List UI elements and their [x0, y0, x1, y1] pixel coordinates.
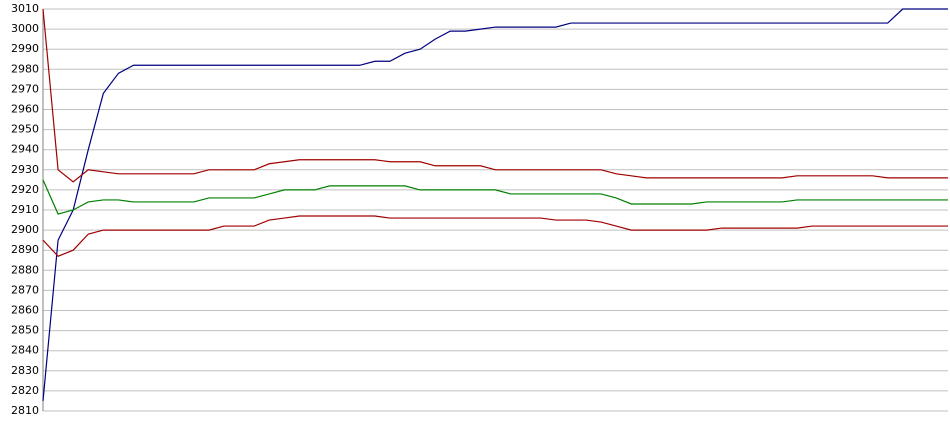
y-tick-label: 2920	[11, 183, 39, 196]
y-tick-label: 2910	[11, 203, 39, 216]
y-tick-label: 2930	[11, 163, 39, 176]
y-tick-label: 2840	[11, 344, 39, 357]
y-tick-label: 2860	[11, 304, 39, 317]
y-tick-label: 2990	[11, 42, 39, 55]
series-line	[42, 8, 948, 402]
y-tick-label: 2810	[11, 404, 39, 417]
y-tick-label: 3000	[11, 22, 39, 35]
y-tick-label: 2980	[11, 62, 39, 75]
y-tick-label: 2960	[11, 103, 39, 116]
y-tick-label: 2870	[11, 283, 39, 296]
y-tick-label: 2940	[11, 143, 39, 156]
y-tick-label: 2890	[11, 243, 39, 256]
series-line	[42, 8, 948, 183]
series-line	[42, 179, 948, 215]
series-line	[42, 215, 948, 257]
y-tick-label: 2880	[11, 263, 39, 276]
y-tick-label: 2900	[11, 223, 39, 236]
y-tick-label: 2950	[11, 123, 39, 136]
y-tick-label: 2820	[11, 384, 39, 397]
y-tick-label: 2970	[11, 82, 39, 95]
y-tick-label: 2850	[11, 324, 39, 337]
y-tick-label: 2830	[11, 364, 39, 377]
y-tick-label: 3010	[11, 2, 39, 15]
